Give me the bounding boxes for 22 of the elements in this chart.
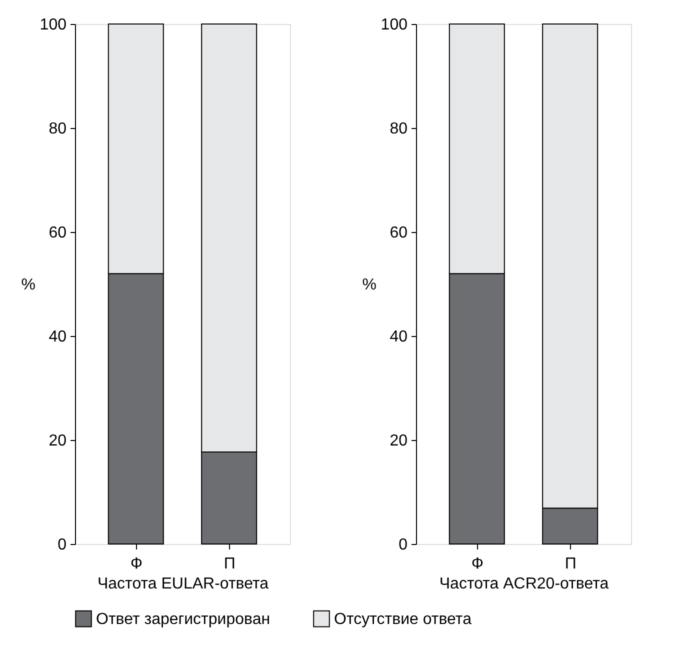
y-tick-label: 100 (40, 16, 67, 34)
x-tick-label: П (224, 556, 236, 572)
x-tick-label: Ф (471, 556, 484, 572)
y-tick-label: 0 (58, 536, 67, 554)
y-tick-label: 40 (48, 328, 67, 346)
y-tick-label: 100 (380, 16, 408, 34)
y-tick-label: 20 (48, 432, 67, 450)
y-axis-title: % (362, 276, 376, 294)
legend-label: Ответ зарегистрирован (96, 610, 270, 628)
x-tick-label: П (564, 556, 576, 572)
y-tick-label: 40 (390, 328, 408, 346)
y-tick-label: 80 (48, 120, 67, 138)
y-axis-title: % (21, 276, 36, 294)
x-tick-label: Ф (130, 556, 142, 572)
x-axis-title: Частота EULAR-ответа (97, 576, 269, 592)
y-tick-label: 60 (390, 224, 408, 242)
y-tick-label: 60 (48, 224, 67, 242)
y-tick-label: 80 (390, 120, 408, 138)
legend-label: Отсутствие ответа (334, 610, 472, 628)
y-tick-label: 0 (398, 536, 408, 554)
y-tick-label: 20 (390, 432, 408, 450)
x-axis-title: Частота ACR20-ответа (439, 576, 609, 592)
